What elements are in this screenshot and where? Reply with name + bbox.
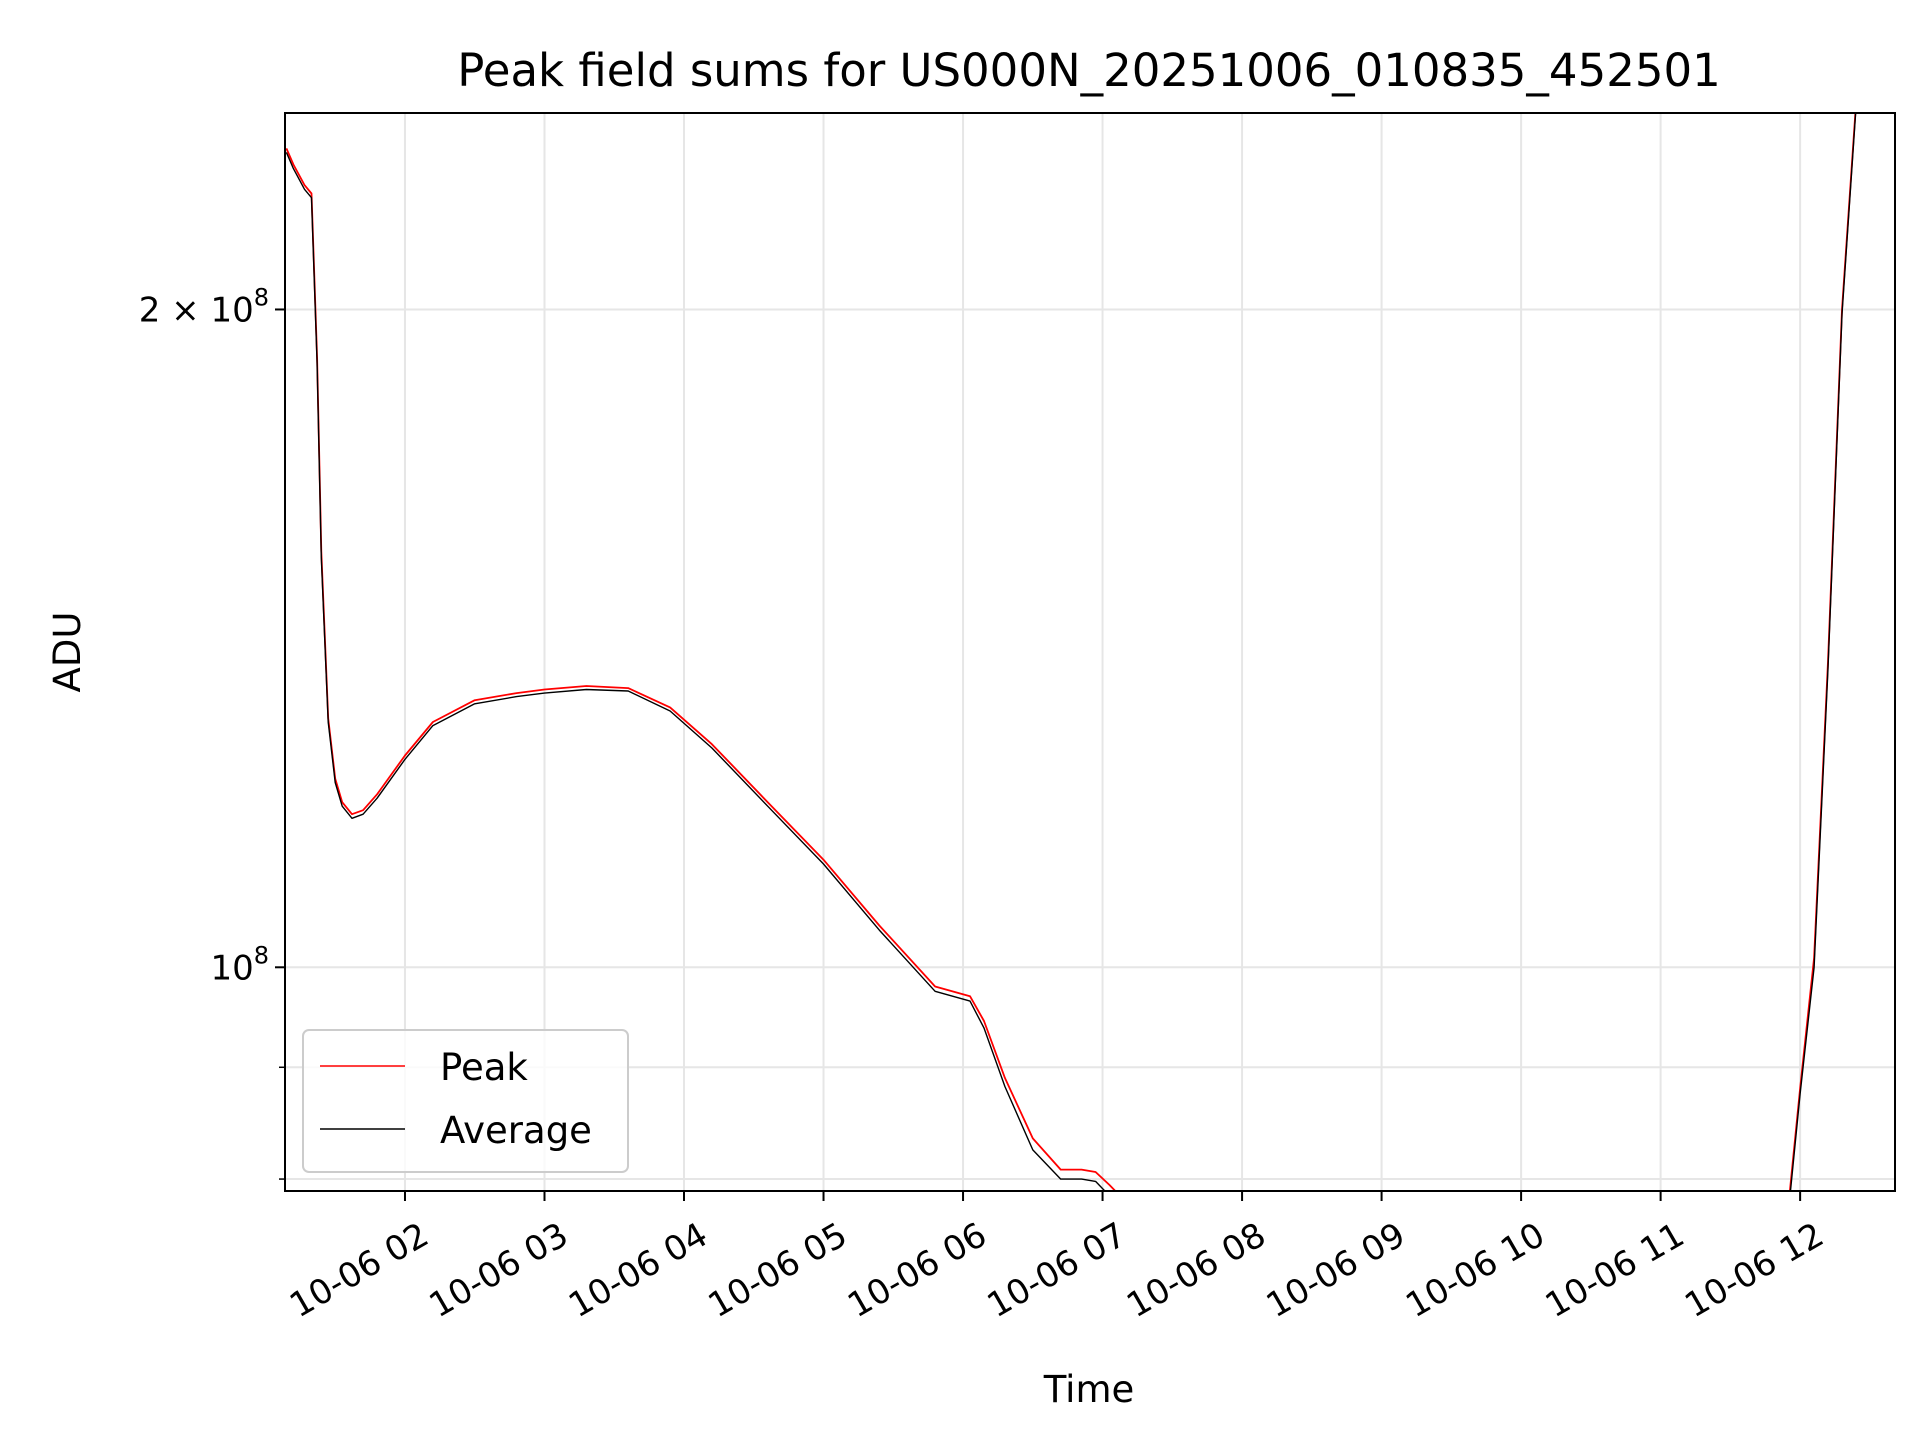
series-lines [285,113,1857,1191]
y-tick-label: 2 × 108 [139,283,269,330]
chart-title: Peak field sums for US000N_20251006_0108… [457,44,1720,97]
y-axis: 108 2 × 108 [139,283,285,1180]
y-axis-label: ADU [46,612,89,693]
legend-average-label: Average [440,1109,592,1152]
series-line-average [285,113,1857,1191]
series-line-peak [285,113,1857,1191]
x-axis-label: Time [1043,1368,1135,1411]
plot-frame [284,112,1896,1192]
y-tick-label: 108 [210,941,269,988]
legend: Peak Average [302,1029,629,1173]
legend-peak-label: Peak [440,1046,528,1089]
grid [285,113,1895,1191]
